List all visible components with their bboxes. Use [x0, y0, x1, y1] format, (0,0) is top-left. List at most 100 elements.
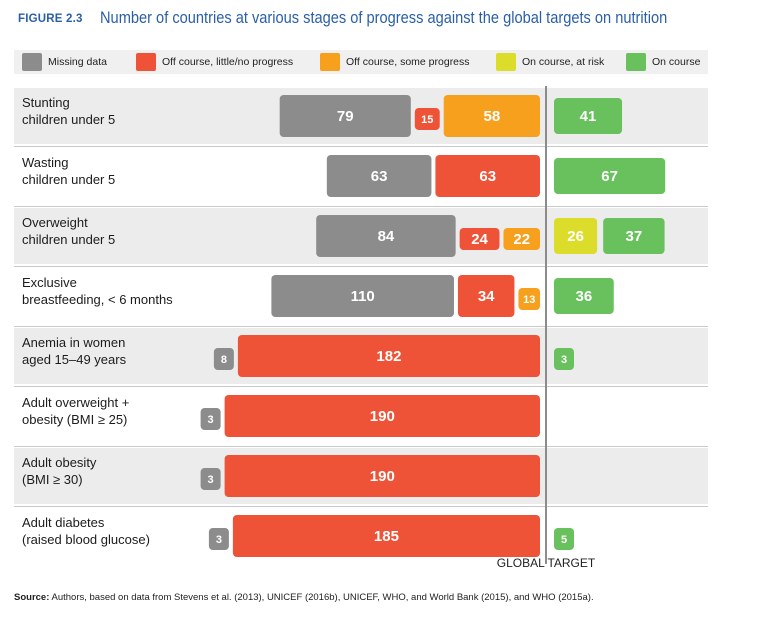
- bar-missing: [316, 215, 456, 257]
- row-label-line: Adult obesity: [22, 455, 97, 470]
- bar-value-label: 79: [337, 108, 354, 125]
- legend-swatch-off-little: [136, 53, 156, 71]
- legend-swatch-off-some: [320, 53, 340, 71]
- row-divider: [14, 206, 708, 207]
- bar-missing: [271, 275, 454, 317]
- row-label-line: children under 5: [22, 172, 116, 187]
- bar-off-course-some: [518, 288, 540, 310]
- bar-missing: [208, 528, 229, 550]
- row-label: Overweight children under 5: [22, 214, 115, 248]
- row-divider: [14, 326, 708, 327]
- bar-value-label: 190: [370, 408, 395, 425]
- row-label: Adult diabetes (raised blood glucose): [22, 514, 150, 548]
- row-divider: [14, 506, 708, 507]
- bar-off-course-little: [224, 455, 540, 497]
- bar-off-course-little: [457, 275, 515, 317]
- bar-value-label: 34: [478, 288, 495, 305]
- bar-off-course-some: [443, 95, 540, 137]
- bar-off-course-little: [414, 108, 440, 130]
- bar-value-label: 84: [378, 228, 395, 245]
- bar-value-label: 3: [216, 534, 222, 546]
- bar-off-course-little: [224, 395, 540, 437]
- bar-on-course: [603, 218, 665, 254]
- row-label: Anemia in women aged 15–49 years: [22, 334, 126, 368]
- row-label-line: children under 5: [22, 232, 116, 247]
- bar-value-label: 41: [580, 108, 597, 125]
- row-label-line: Adult diabetes: [22, 515, 105, 530]
- legend: Missing data Off course, little/no progr…: [14, 50, 708, 74]
- row-label-line: children under 5: [22, 112, 116, 127]
- bar-on-course: [554, 528, 574, 550]
- bar-value-label: 22: [513, 231, 530, 248]
- row-label-line: Wasting: [22, 155, 69, 170]
- row-label: Stunting children under 5: [22, 94, 115, 128]
- figure-label: FIGURE 2.3: [18, 13, 83, 25]
- bar-missing: [200, 408, 221, 430]
- bar-value-label: 5: [561, 534, 567, 546]
- bar-off-course-little: [232, 515, 540, 557]
- global-target-label: GLOBAL TARGET: [496, 556, 596, 570]
- bar-value-label: 8: [221, 354, 227, 366]
- global-target-line: [545, 86, 547, 564]
- bar-value-label: 63: [479, 168, 496, 185]
- bar-value-label: 182: [376, 348, 401, 365]
- bar-value-label: 58: [484, 108, 501, 125]
- bar-value-label: 37: [626, 228, 643, 245]
- legend-label-on-course: On course: [652, 56, 701, 68]
- legend-swatch-on-course: [626, 53, 646, 71]
- source-note: Source: Authors, based on data from Stev…: [14, 592, 594, 603]
- bar-on-course: [554, 158, 666, 194]
- row-label-line: (raised blood glucose): [22, 532, 150, 547]
- bar-value-label: 15: [421, 114, 433, 126]
- bar-on-course-at-risk: [554, 218, 598, 254]
- bar-on-course: [554, 98, 623, 134]
- figure-title: Number of countries at various stages of…: [100, 8, 668, 27]
- row-label: Adult obesity (BMI ≥ 30): [22, 454, 96, 488]
- bar-missing: [213, 348, 234, 370]
- bar-value-label: 24: [471, 231, 488, 248]
- row-label-line: Overweight: [22, 215, 88, 230]
- bar-value-label: 36: [576, 288, 593, 305]
- row-label-line: (BMI ≥ 30): [22, 472, 83, 487]
- row-label-line: aged 15–49 years: [22, 352, 127, 367]
- bar-missing: [326, 155, 432, 197]
- bar-value-label: 190: [370, 468, 395, 485]
- row-divider: [14, 146, 708, 147]
- row-label-line: Adult overweight +: [22, 395, 130, 410]
- bar-off-course-little: [237, 335, 540, 377]
- bar-on-course: [554, 348, 574, 370]
- row-divider: [14, 266, 708, 267]
- bar-value-label: 3: [208, 474, 214, 486]
- row-label-line: breastfeeding, < 6 months: [22, 292, 173, 307]
- bar-value-label: 3: [208, 414, 214, 426]
- source-text: Authors, based on data from Stevens et a…: [49, 592, 594, 603]
- row-divider: [14, 386, 708, 387]
- row-divider: [14, 446, 708, 447]
- legend-label-off-some: Off course, some progress: [346, 56, 470, 68]
- row-label: Adult overweight + obesity (BMI ≥ 25): [22, 394, 129, 428]
- bar-value-label: 67: [601, 168, 618, 185]
- legend-swatch-missing: [22, 53, 42, 71]
- bar-value-label: 63: [371, 168, 388, 185]
- bar-value-label: 13: [523, 294, 535, 306]
- bar-off-course-little: [435, 155, 540, 197]
- legend-label-missing: Missing data: [48, 56, 107, 68]
- legend-label-on-risk: On course, at risk: [522, 56, 605, 68]
- bar-missing: [200, 468, 221, 490]
- bar-value-label: 110: [351, 288, 375, 305]
- bar-missing: [279, 95, 411, 137]
- row-label-line: Stunting: [22, 95, 70, 110]
- row-label: Exclusive breastfeeding, < 6 months: [22, 274, 173, 308]
- legend-swatch-on-risk: [496, 53, 516, 71]
- row-label: Wasting children under 5: [22, 154, 115, 188]
- row-label-line: obesity (BMI ≥ 25): [22, 412, 128, 427]
- bar-value-label: 26: [567, 228, 584, 245]
- bar-off-course-little: [459, 228, 500, 250]
- bar-off-course-some: [503, 228, 540, 250]
- source-prefix: Source:: [14, 592, 50, 603]
- bar-value-label: 3: [561, 354, 567, 366]
- bar-on-course: [554, 278, 614, 314]
- bar-value-label: 185: [374, 528, 399, 545]
- row-label-line: Anemia in women: [22, 335, 126, 350]
